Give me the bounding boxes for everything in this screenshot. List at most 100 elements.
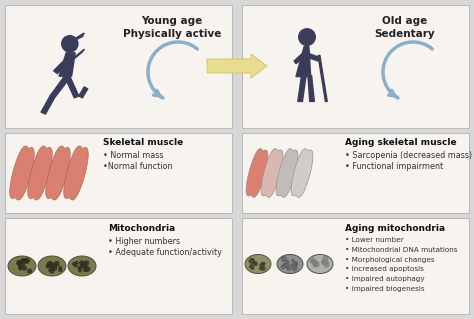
Text: • Impaired biogenesis: • Impaired biogenesis	[345, 286, 425, 292]
Circle shape	[299, 29, 315, 45]
FancyBboxPatch shape	[242, 5, 469, 128]
Circle shape	[323, 256, 328, 262]
Circle shape	[49, 269, 51, 271]
Circle shape	[260, 267, 262, 270]
Circle shape	[75, 262, 78, 264]
Text: Aging skeletal muscle: Aging skeletal muscle	[345, 138, 456, 147]
Circle shape	[50, 265, 53, 268]
Circle shape	[84, 261, 89, 265]
Circle shape	[312, 259, 315, 263]
Ellipse shape	[277, 255, 303, 273]
Text: Old age
Sedentary: Old age Sedentary	[374, 16, 435, 39]
Circle shape	[84, 269, 87, 271]
Circle shape	[260, 263, 264, 268]
Circle shape	[295, 262, 297, 264]
Circle shape	[21, 263, 25, 267]
Circle shape	[81, 266, 83, 268]
Text: Aging mitochondria: Aging mitochondria	[345, 224, 445, 233]
Circle shape	[47, 262, 52, 266]
Circle shape	[50, 269, 54, 273]
Polygon shape	[10, 146, 34, 200]
Circle shape	[286, 261, 289, 263]
Circle shape	[25, 258, 29, 263]
Circle shape	[262, 263, 264, 265]
FancyBboxPatch shape	[5, 133, 232, 213]
Text: • Functional impairment: • Functional impairment	[345, 162, 443, 171]
Circle shape	[46, 264, 50, 268]
Circle shape	[53, 266, 56, 270]
Circle shape	[59, 268, 62, 271]
Circle shape	[18, 266, 21, 268]
Polygon shape	[65, 76, 79, 98]
Text: • Increased apoptosis: • Increased apoptosis	[345, 266, 424, 272]
Circle shape	[284, 263, 289, 267]
Polygon shape	[294, 52, 306, 64]
Circle shape	[313, 263, 317, 267]
Circle shape	[322, 261, 325, 264]
Circle shape	[313, 261, 318, 265]
Circle shape	[261, 267, 264, 269]
Text: • Normal mass: • Normal mass	[103, 151, 164, 160]
Text: • Lower number: • Lower number	[345, 237, 404, 243]
Polygon shape	[246, 149, 268, 197]
FancyBboxPatch shape	[242, 133, 469, 213]
Polygon shape	[298, 76, 306, 101]
Ellipse shape	[68, 256, 96, 276]
Circle shape	[22, 259, 27, 263]
Circle shape	[85, 267, 90, 271]
Circle shape	[261, 267, 265, 271]
Polygon shape	[59, 53, 75, 76]
Polygon shape	[207, 54, 267, 78]
Circle shape	[314, 263, 316, 266]
Polygon shape	[261, 149, 283, 197]
Text: • Adequate function/activity: • Adequate function/activity	[108, 248, 222, 257]
Polygon shape	[41, 96, 55, 114]
Polygon shape	[79, 87, 88, 98]
Polygon shape	[72, 49, 84, 61]
Circle shape	[292, 267, 297, 271]
Circle shape	[249, 258, 254, 263]
Polygon shape	[291, 149, 313, 197]
Text: • Impaired autophagy: • Impaired autophagy	[345, 276, 425, 282]
Circle shape	[310, 259, 314, 263]
Circle shape	[78, 267, 81, 269]
Circle shape	[325, 261, 328, 264]
Circle shape	[59, 266, 61, 269]
Circle shape	[287, 266, 291, 270]
Circle shape	[254, 262, 257, 265]
FancyBboxPatch shape	[242, 218, 469, 314]
Text: • Mitochondrial DNA mutations: • Mitochondrial DNA mutations	[345, 247, 457, 253]
Polygon shape	[318, 56, 327, 101]
Text: • Sarcopenia (decreased mass): • Sarcopenia (decreased mass)	[345, 151, 472, 160]
Polygon shape	[75, 33, 84, 40]
Circle shape	[324, 263, 328, 267]
Circle shape	[314, 262, 319, 267]
Ellipse shape	[307, 255, 333, 273]
Circle shape	[281, 265, 285, 269]
Text: • Morphological changes: • Morphological changes	[345, 256, 435, 263]
Text: Skeletal muscle: Skeletal muscle	[103, 138, 183, 147]
Text: Young age
Physically active: Young age Physically active	[123, 16, 221, 39]
Circle shape	[21, 259, 25, 262]
Text: •Normal function: •Normal function	[103, 162, 173, 171]
Polygon shape	[50, 76, 70, 98]
Circle shape	[54, 262, 59, 266]
Polygon shape	[308, 76, 314, 101]
Circle shape	[312, 258, 314, 261]
Polygon shape	[64, 146, 88, 200]
Circle shape	[17, 261, 21, 265]
Circle shape	[295, 264, 297, 266]
Circle shape	[291, 264, 293, 267]
FancyBboxPatch shape	[5, 218, 232, 314]
Circle shape	[283, 264, 286, 267]
Text: • Higher numbers: • Higher numbers	[108, 237, 180, 246]
Polygon shape	[28, 146, 52, 200]
Circle shape	[20, 261, 22, 263]
Circle shape	[62, 36, 78, 52]
Circle shape	[79, 269, 82, 272]
Circle shape	[48, 263, 54, 267]
Polygon shape	[307, 54, 319, 61]
Circle shape	[19, 267, 22, 270]
Circle shape	[263, 263, 265, 265]
Circle shape	[82, 263, 86, 267]
